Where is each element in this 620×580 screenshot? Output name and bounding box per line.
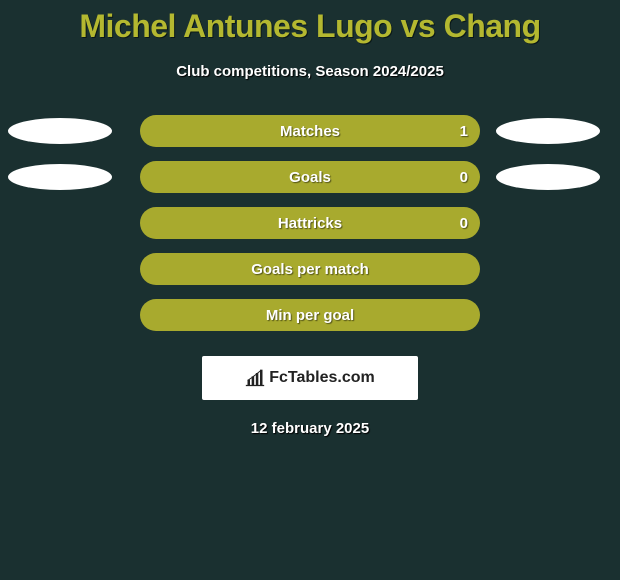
player-right-blob: [496, 118, 600, 144]
stat-bar: Matches 1: [140, 115, 480, 147]
footer-date: 12 february 2025: [0, 420, 620, 437]
stat-row-matches: Matches 1: [0, 108, 620, 154]
page-title: Michel Antunes Lugo vs Chang: [0, 8, 620, 45]
stat-label: Goals: [289, 169, 331, 186]
stat-right-value: 1: [460, 123, 468, 140]
player-right-blob: [496, 164, 600, 190]
comparison-card: Michel Antunes Lugo vs Chang Club compet…: [0, 0, 620, 437]
stat-bar: Goals 0: [140, 161, 480, 193]
stats-area: Matches 1 Goals 0 Hattricks 0 Goals per …: [0, 108, 620, 338]
stat-row-hattricks: Hattricks 0: [0, 200, 620, 246]
stat-bar: Min per goal: [140, 299, 480, 331]
stat-row-min-per-goal: Min per goal: [0, 292, 620, 338]
stat-row-goals-per-match: Goals per match: [0, 246, 620, 292]
stat-bar: Goals per match: [140, 253, 480, 285]
logo-text: FcTables.com: [269, 369, 375, 387]
stat-bar: Hattricks 0: [140, 207, 480, 239]
stat-label: Hattricks: [278, 215, 342, 232]
stat-row-goals: Goals 0: [0, 154, 620, 200]
stat-right-value: 0: [460, 215, 468, 232]
bar-chart-icon: [245, 369, 265, 387]
stat-label: Goals per match: [251, 261, 369, 278]
stat-right-value: 0: [460, 169, 468, 186]
subtitle: Club competitions, Season 2024/2025: [0, 63, 620, 80]
player-left-blob: [8, 118, 112, 144]
logo-box[interactable]: FcTables.com: [202, 356, 418, 400]
stat-label: Matches: [280, 123, 340, 140]
player-left-blob: [8, 164, 112, 190]
stat-label: Min per goal: [266, 307, 354, 324]
